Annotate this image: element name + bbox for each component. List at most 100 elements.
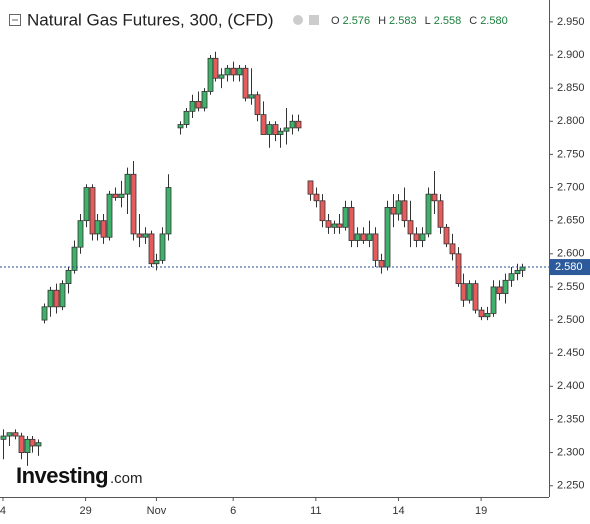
candle-body [325,220,332,228]
candle-body [360,233,367,241]
y-tick-label: 2.650 [557,215,585,227]
candle-body [124,173,131,195]
y-tick-label: 2.800 [557,115,585,127]
candle-body [307,180,314,195]
candle-body [354,233,361,241]
header-key: C [469,15,477,27]
y-tick-label: 2.250 [557,480,585,492]
candle-body [254,94,261,116]
candle-body [283,127,290,132]
y-tick-label: 2.550 [557,281,585,293]
candle-body [130,173,137,235]
candle-body [89,187,96,235]
y-tick-label: 2.500 [557,314,585,326]
candle-body [390,207,397,215]
candle-body [472,283,479,311]
last-price-label: 2.580 [555,261,583,273]
candle-body [348,207,355,241]
candle-body [295,120,302,129]
candle-body [384,207,391,268]
header-values: O 2.576 H 2.583 L 2.558 C 2.580 [331,15,508,27]
y-tick-label: 2.450 [557,347,585,359]
candle-body [395,200,402,215]
candle-body [47,289,54,308]
header-value: 2.558 [434,15,462,27]
candle-body [29,438,36,447]
x-tick-label: 11 [310,505,321,517]
candle-body [224,67,231,76]
candle-body [0,435,7,440]
candle-body [478,309,485,318]
chart-title: Natural Gas Futures, 300, (CFD) [27,10,274,29]
candle-body [77,220,84,248]
candle-body [24,438,31,454]
candle-body [460,283,467,301]
candle-body [331,223,338,228]
x-tick-label: 6 [230,505,236,517]
x-tick-label: 19 [475,505,487,517]
candle-body [236,67,243,76]
last-price-box [549,259,590,276]
candle-body [83,187,90,222]
candle-body [35,442,42,447]
candle-body [71,246,78,271]
y-tick-label: 2.750 [557,148,585,160]
candle-body [366,233,373,241]
collapse-icon[interactable] [9,14,21,26]
candle-body [142,233,149,238]
y-tick-label: 2.300 [557,447,585,459]
candle-body [183,110,190,125]
settings-icon[interactable] [309,15,319,25]
watermark-brand: Investing [16,463,108,488]
candle-body [189,100,196,112]
header-key: O [331,15,340,27]
candle-body [118,193,125,198]
candle-body [449,243,456,255]
candle-body [41,306,48,321]
y-tick-label: 2.400 [557,380,585,392]
x-tick-label: 14 [392,505,404,517]
candle-body [153,260,160,265]
candle-body [195,100,202,109]
candle-body [6,432,13,437]
candle-body [65,269,72,285]
header-key: L [425,15,431,27]
candle-body [248,94,255,99]
candle-body [212,57,219,79]
candle-body [18,435,25,454]
candle-body [514,269,521,275]
y-tick-label: 2.950 [557,16,585,28]
candle-body [136,233,143,238]
candle-body [372,233,379,261]
plot [0,51,526,466]
candle-body [201,91,208,109]
candle-body [437,200,444,228]
candle-body [519,266,526,271]
candle-body [466,283,473,301]
candle-body [242,67,249,99]
candle-body [425,193,432,235]
candle-body [260,114,267,135]
header-value: 2.580 [480,15,508,27]
eye-icon[interactable] [293,15,303,25]
candle-body [59,283,66,308]
candle-body [484,313,491,318]
candle-body [413,233,420,241]
candle-body [401,200,408,222]
candle-body [431,193,438,202]
x-tick-label: Nov [147,505,167,517]
candle-body [165,187,172,235]
candle-body [319,200,326,222]
watermark-domain: .com [110,470,143,487]
candle-body [148,233,155,265]
y-tick-label: 2.850 [557,82,585,94]
candle-body [100,220,107,238]
candle-body [342,207,349,228]
candle-body [12,432,19,437]
header-key: H [378,15,386,27]
candle-body [496,286,503,294]
candle-body [443,226,450,245]
header-value: 2.583 [389,15,417,27]
x-tick-label: 29 [79,505,91,517]
candle-body [508,273,515,281]
